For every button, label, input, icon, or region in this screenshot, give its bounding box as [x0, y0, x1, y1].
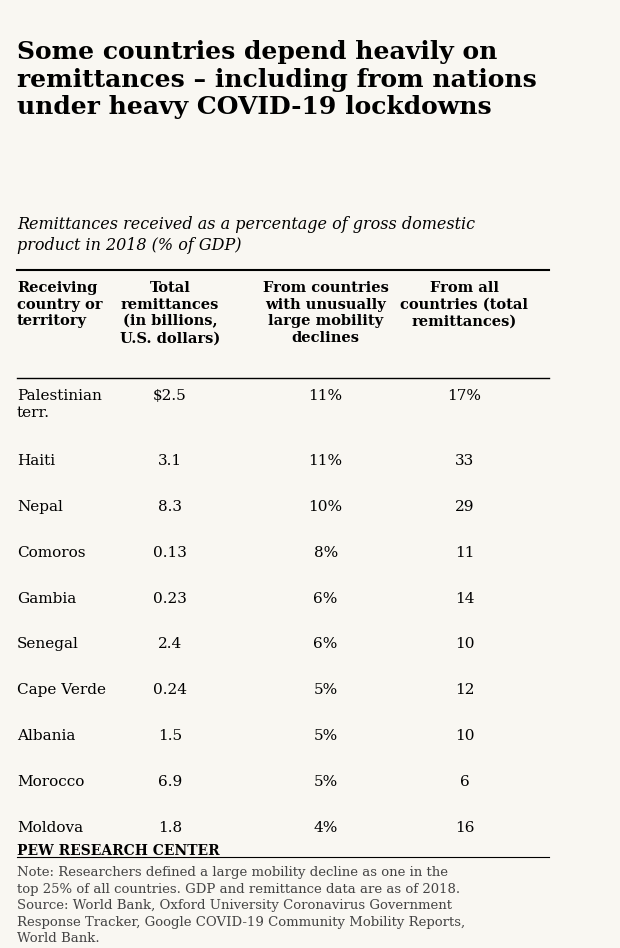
Text: 10%: 10% [309, 500, 343, 514]
Text: 11%: 11% [309, 454, 343, 467]
Text: 11: 11 [454, 546, 474, 559]
Text: Comoros: Comoros [17, 546, 86, 559]
Text: 1.5: 1.5 [158, 729, 182, 743]
Text: 6: 6 [459, 775, 469, 789]
Text: 14: 14 [454, 592, 474, 606]
Text: 16: 16 [454, 821, 474, 835]
Text: Some countries depend heavily on
remittances – including from nations
under heav: Some countries depend heavily on remitta… [17, 40, 537, 119]
Text: $2.5: $2.5 [153, 390, 187, 403]
Text: 0.24: 0.24 [153, 684, 187, 698]
Text: 5%: 5% [314, 684, 338, 698]
Text: 33: 33 [454, 454, 474, 467]
Text: Palestinian
terr.: Palestinian terr. [17, 390, 102, 420]
Text: 6.9: 6.9 [157, 775, 182, 789]
Text: 2.4: 2.4 [157, 637, 182, 651]
Text: 6%: 6% [314, 637, 338, 651]
Text: Receiving
country or
territory: Receiving country or territory [17, 281, 102, 328]
Text: Albania: Albania [17, 729, 76, 743]
Text: 3.1: 3.1 [158, 454, 182, 467]
Text: 17%: 17% [448, 390, 481, 403]
Text: 8%: 8% [314, 546, 338, 559]
Text: 11%: 11% [309, 390, 343, 403]
Text: 5%: 5% [314, 775, 338, 789]
Text: 0.13: 0.13 [153, 546, 187, 559]
Text: 12: 12 [454, 684, 474, 698]
Text: 29: 29 [454, 500, 474, 514]
Text: 8.3: 8.3 [158, 500, 182, 514]
Text: 10: 10 [454, 729, 474, 743]
Text: From all
countries (total
remittances): From all countries (total remittances) [401, 281, 528, 328]
Text: Gambia: Gambia [17, 592, 76, 606]
Text: 1.8: 1.8 [158, 821, 182, 835]
Text: Cape Verde: Cape Verde [17, 684, 106, 698]
Text: 4%: 4% [314, 821, 338, 835]
Text: Moldova: Moldova [17, 821, 83, 835]
Text: Morocco: Morocco [17, 775, 84, 789]
Text: From countries
with unusually
large mobility
declines: From countries with unusually large mobi… [263, 281, 389, 345]
Text: Senegal: Senegal [17, 637, 79, 651]
Text: Total
remittances
(in billions,
U.S. dollars): Total remittances (in billions, U.S. dol… [120, 281, 220, 345]
Text: Note: Researchers defined a large mobility decline as one in the
top 25% of all : Note: Researchers defined a large mobili… [17, 866, 465, 945]
Text: 6%: 6% [314, 592, 338, 606]
Text: PEW RESEARCH CENTER: PEW RESEARCH CENTER [17, 844, 219, 858]
Text: Haiti: Haiti [17, 454, 55, 467]
Text: Nepal: Nepal [17, 500, 63, 514]
Text: 5%: 5% [314, 729, 338, 743]
Text: Remittances received as a percentage of gross domestic
product in 2018 (% of GDP: Remittances received as a percentage of … [17, 216, 475, 254]
Text: 0.23: 0.23 [153, 592, 187, 606]
Text: 10: 10 [454, 637, 474, 651]
